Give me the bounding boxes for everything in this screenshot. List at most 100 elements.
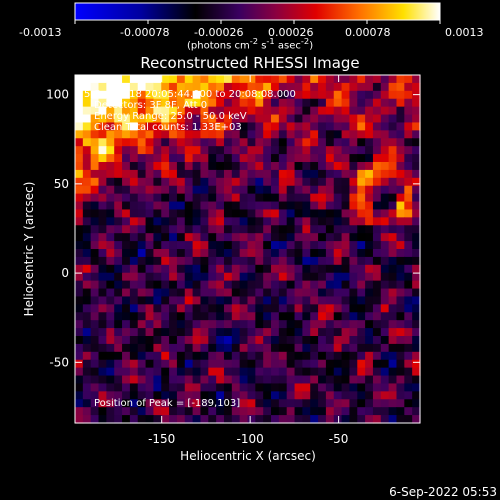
heatmap-cell — [200, 359, 209, 369]
heatmap-cell — [247, 296, 256, 305]
heatmap-cell — [161, 122, 170, 131]
heatmap-cell — [75, 288, 84, 298]
heatmap-cell — [106, 343, 115, 353]
heatmap-cell — [106, 383, 115, 392]
heatmap-cell — [333, 217, 343, 226]
heatmap-cell — [325, 391, 335, 400]
heatmap-cell — [114, 122, 123, 131]
heatmap-cell — [231, 154, 241, 163]
heatmap-cell — [341, 177, 351, 187]
heatmap-cell — [372, 304, 382, 313]
heatmap-cell — [263, 415, 272, 424]
heatmap-cell — [302, 154, 311, 163]
heatmap-cell — [325, 241, 335, 250]
heatmap-cell — [231, 177, 241, 187]
heatmap-cell — [137, 288, 147, 298]
heatmap-cell — [223, 399, 233, 408]
heatmap-cell — [98, 328, 107, 337]
heatmap-cell — [247, 288, 256, 298]
heatmap-cell — [278, 399, 288, 408]
heatmap-cell — [333, 146, 343, 155]
heatmap-cell — [341, 256, 351, 266]
heatmap-cell — [380, 146, 390, 155]
heatmap-cell — [129, 320, 139, 329]
heatmap-cell — [372, 75, 382, 84]
heatmap-cell — [278, 185, 288, 195]
heatmap-cell — [216, 320, 225, 329]
heatmap-cell — [271, 256, 280, 266]
heatmap-cell — [247, 122, 256, 131]
heatmap-cell — [231, 296, 241, 305]
heatmap-cell — [294, 146, 303, 155]
heatmap-cell — [216, 343, 225, 353]
heatmap-cell — [396, 146, 405, 155]
heatmap-cell — [302, 201, 311, 211]
heatmap-cell — [169, 90, 178, 100]
heatmap-cell — [372, 280, 382, 290]
heatmap-cell — [98, 288, 107, 298]
heatmap-cell — [192, 407, 202, 416]
heatmap-cell — [349, 209, 358, 218]
heatmap-cell — [318, 407, 327, 416]
heatmap-cell — [271, 130, 280, 139]
heatmap-cell — [208, 367, 217, 377]
heatmap-cell — [176, 217, 186, 226]
heatmap-cell — [271, 138, 280, 147]
heatmap-cell — [98, 138, 107, 147]
heatmap-cell — [365, 367, 374, 377]
heatmap-cell — [239, 320, 249, 329]
heatmap-cell — [75, 359, 84, 369]
heatmap-cell — [263, 249, 272, 258]
heatmap-cell — [137, 391, 147, 400]
heatmap-cell — [161, 217, 170, 226]
heatmap-cell — [129, 209, 139, 218]
heatmap-cell — [137, 154, 147, 163]
heatmap-cell — [216, 383, 225, 392]
heatmap-cell — [122, 162, 131, 171]
heatmap-cell — [286, 225, 296, 234]
heatmap-cell — [106, 415, 115, 424]
heatmap-cell — [341, 415, 351, 424]
heatmap-cell — [286, 146, 296, 155]
heatmap-cell — [302, 193, 311, 203]
heatmap-cell — [82, 367, 92, 377]
heatmap-cell — [169, 225, 178, 234]
heatmap-cell — [153, 193, 162, 203]
heatmap-cell — [129, 154, 139, 163]
heatmap-cell — [98, 193, 107, 203]
heatmap-cell — [247, 162, 256, 171]
heatmap-cell — [388, 193, 398, 203]
heatmap-cell — [176, 320, 186, 329]
heatmap-cell — [247, 138, 256, 147]
heatmap-cell — [278, 415, 288, 424]
heatmap-cell — [302, 90, 311, 100]
heatmap-cell — [106, 185, 115, 195]
heatmap-cell — [372, 296, 382, 305]
heatmap-cell — [192, 185, 202, 195]
heatmap-cell — [341, 312, 351, 321]
heatmap-cell — [302, 304, 311, 313]
heatmap-cell — [294, 225, 303, 234]
heatmap-cell — [325, 146, 335, 155]
heatmap-cell — [310, 185, 319, 195]
heatmap-cell — [255, 328, 264, 337]
heatmap-cell — [98, 272, 107, 282]
heatmap-cell — [396, 233, 405, 242]
heatmap-cell — [404, 312, 413, 321]
heatmap-cell — [184, 256, 194, 266]
heatmap-cell — [412, 241, 421, 250]
heatmap-cell — [325, 375, 335, 385]
heatmap-cell — [271, 146, 280, 155]
heatmap-cell — [365, 217, 374, 226]
heatmap-cell — [223, 304, 233, 313]
heatmap-cell — [294, 304, 303, 313]
heatmap-cell — [122, 217, 131, 226]
heatmap-cell — [302, 75, 311, 84]
heatmap-cell — [294, 264, 303, 274]
heatmap-cell — [184, 90, 194, 100]
heatmap-cell — [82, 312, 92, 321]
heatmap-cell — [325, 138, 335, 147]
heatmap-cell — [239, 185, 249, 195]
heatmap-cell — [98, 399, 107, 408]
heatmap-cell — [82, 328, 92, 337]
